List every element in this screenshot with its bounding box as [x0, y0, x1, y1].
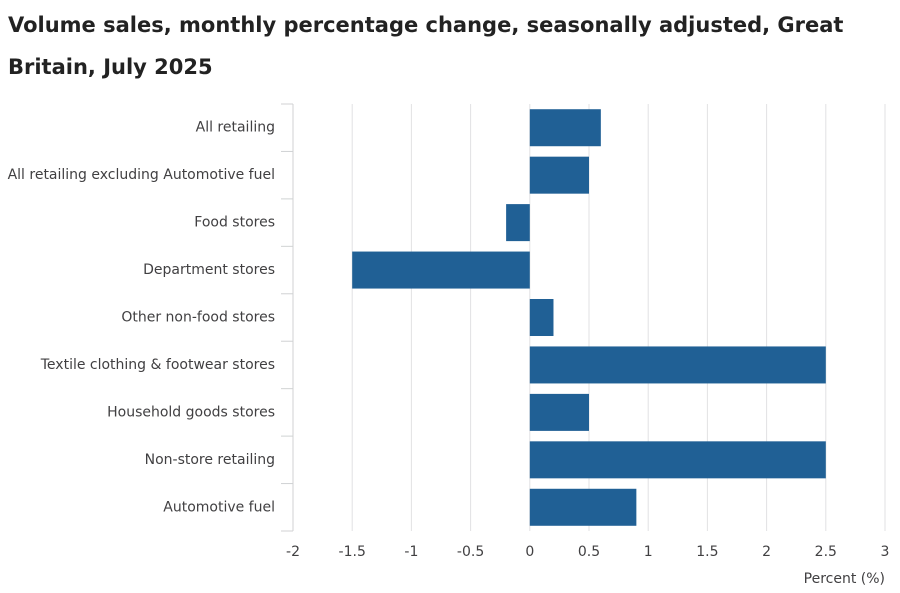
bar-8 — [529, 488, 637, 526]
bar-7 — [529, 441, 826, 479]
bar-3 — [352, 251, 530, 289]
x-tick-label-5: 0.5 — [578, 544, 600, 560]
x-tick-label-6: 1 — [644, 544, 653, 560]
bar-2 — [506, 204, 530, 242]
bar-5 — [529, 346, 826, 384]
x-tick-label-8: 2 — [762, 544, 771, 560]
category-label-2: Food stores — [194, 215, 275, 231]
x-axis-title: Percent (%) — [804, 571, 885, 587]
bar-6 — [529, 393, 589, 431]
x-tick-label-10: 3 — [881, 544, 890, 560]
category-label-5: Textile clothing & footwear stores — [40, 357, 275, 373]
category-label-1: All retailing excluding Automotive fuel — [8, 167, 275, 183]
bar-0 — [529, 109, 601, 147]
x-tick-label-9: 2.5 — [815, 544, 837, 560]
category-label-0: All retailing — [196, 120, 275, 136]
x-tick-label-2: -1 — [404, 544, 418, 560]
x-tick-label-4: 0 — [525, 544, 534, 560]
category-label-6: Household goods stores — [107, 404, 275, 420]
category-label-4: Other non-food stores — [121, 310, 275, 326]
bar-1 — [529, 156, 589, 194]
bar-4 — [529, 298, 554, 337]
category-label-8: Automotive fuel — [163, 499, 275, 515]
category-label-7: Non-store retailing — [145, 452, 275, 468]
x-tick-label-7: 1.5 — [696, 544, 718, 560]
category-label-3: Department stores — [143, 262, 275, 278]
x-tick-label-0: -2 — [286, 544, 300, 560]
x-tick-label-1: -1.5 — [339, 544, 366, 560]
chart-title: Volume sales, monthly percentage change,… — [8, 13, 844, 79]
x-tick-label-3: -0.5 — [457, 544, 484, 560]
